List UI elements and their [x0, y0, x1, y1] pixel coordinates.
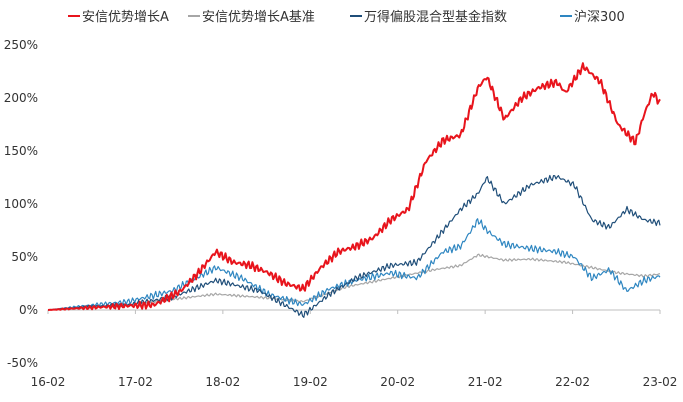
legend-entry: 沪深300 [560, 9, 625, 25]
y-tick-label: -50% [7, 356, 38, 370]
y-tick-label: 150% [4, 144, 38, 158]
x-tick-label: 23-02 [643, 375, 678, 389]
legend-entry: 安信优势增长A [68, 9, 169, 25]
x-tick-label: 22-02 [555, 375, 590, 389]
y-tick-label: 250% [4, 38, 38, 52]
legend-label: 安信优势增长A [82, 9, 169, 25]
plot-area [47, 62, 661, 318]
y-tick-label: 100% [4, 197, 38, 211]
x-axis: 16-02 17-02 18-02 19-02 20-02 21-02 22-02 23-02 [31, 309, 678, 389]
x-tick-label: 20-02 [380, 375, 415, 389]
legend-label: 沪深300 [574, 9, 625, 25]
series-line-2 [47, 174, 661, 318]
legend-label: 安信优势增长A基准 [202, 9, 315, 25]
series-line-3 [47, 218, 661, 311]
x-tick-label: 18-02 [205, 375, 240, 389]
x-tick-label: 16-02 [31, 375, 66, 389]
y-tick-label: 200% [4, 91, 38, 105]
legend-entry: 万得偏股混合型基金指数 [350, 9, 507, 25]
legend-entry: 安信优势增长A基准 [188, 9, 315, 25]
x-tick-label: 19-02 [293, 375, 328, 389]
x-tick-label: 21-02 [468, 375, 503, 389]
x-tick-label: 17-02 [118, 375, 153, 389]
y-tick-label: 0% [19, 303, 38, 317]
y-axis: -50% 0% 50% 100% 150% 200% 250% [4, 38, 38, 370]
legend: 安信优势增长A 安信优势增长A基准 万得偏股混合型基金指数 沪深300 [68, 9, 625, 25]
legend-label: 万得偏股混合型基金指数 [364, 9, 507, 25]
y-tick-label: 50% [11, 250, 38, 264]
series-line-0 [47, 62, 661, 311]
